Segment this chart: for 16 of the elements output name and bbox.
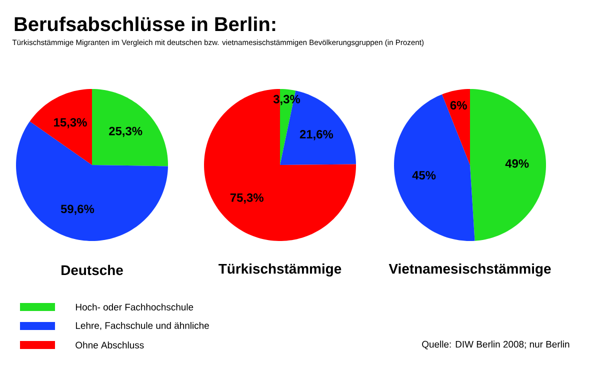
legend-label: Ohne Abschluss [76, 342, 144, 348]
data-label: 49% [505, 159, 529, 168]
data-label: 45% [412, 171, 436, 180]
data-label: 59,6% [60, 204, 94, 215]
data-label: 15,3% [54, 118, 87, 128]
text: Deutsche [62, 264, 123, 276]
data-label: 25,3% [109, 126, 142, 138]
data-label: 6% [450, 101, 467, 110]
text: Vietnamesischstämmige [388, 263, 551, 277]
data-label: 21,6% [300, 130, 334, 140]
legend-label: Lehre, Fachschule und ähnliche [76, 322, 209, 330]
data-label: 75,3% [230, 193, 264, 204]
text: Türkischstämmige [218, 263, 342, 277]
source-note: Quelle: DIW Berlin 2008; nur Berlin [422, 340, 570, 350]
legend-label: Hoch- oder Fachhochschule [76, 304, 194, 310]
chart-title: Berufsabschlüsse in Berlin: [14, 16, 276, 32]
